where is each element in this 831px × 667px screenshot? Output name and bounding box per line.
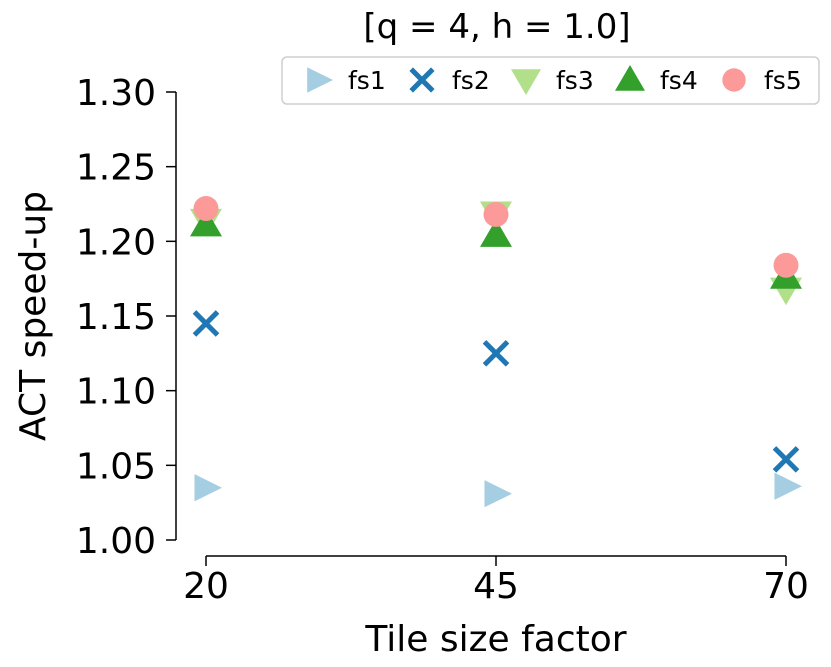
data-points [190,196,802,508]
y-tick-label: 1.25 [76,148,156,189]
point-fs2 [482,340,510,367]
point-fs5 [773,252,799,278]
y-axis-title: ACT speed-up [13,191,54,441]
legend-marker-fs4 [615,65,645,91]
legend-label-fs3: fs3 [556,66,594,95]
point-fs1 [194,474,222,502]
chart-title: [q = 4, h = 1.0] [363,7,630,47]
legend-marker-fs5 [722,68,746,92]
legend-marker-fs3 [511,69,541,95]
legend-box [281,56,820,105]
point-fs2 [192,310,220,337]
point-fs5 [483,201,509,227]
y-tick-label: 1.00 [76,521,156,562]
y-tick-label: 1.15 [76,297,156,338]
x-axis-title: Tile size factor [364,619,626,660]
y-tick-label: 1.30 [76,73,156,114]
y-tick-label: 1.05 [76,446,156,487]
legend-label-fs4: fs4 [660,66,698,95]
x-tick-label: 70 [763,566,809,607]
legend-marker-fs1 [307,67,333,93]
legend: fs1 fs2 fs3 fs4 fs5 [281,56,820,105]
point-fs1 [484,480,512,508]
legend-label-fs2: fs2 [452,66,490,95]
x-tick-label: 45 [473,566,519,607]
legend-label-fs5: fs5 [764,66,802,95]
legend-marker-fs2 [409,67,435,93]
y-ticks: 1.00 1.05 1.10 1.15 1.20 1.25 1.30 [76,73,176,562]
x-ticks: 20 45 70 [183,556,809,607]
x-tick-label: 20 [183,566,229,607]
y-tick-label: 1.10 [76,372,156,413]
point-fs1 [774,472,802,500]
legend-label-fs1: fs1 [348,66,386,95]
point-fs4 [190,208,222,237]
point-fs4 [480,219,512,247]
y-tick-label: 1.20 [76,222,156,263]
point-fs5 [193,196,219,221]
point-fs2 [772,446,800,473]
